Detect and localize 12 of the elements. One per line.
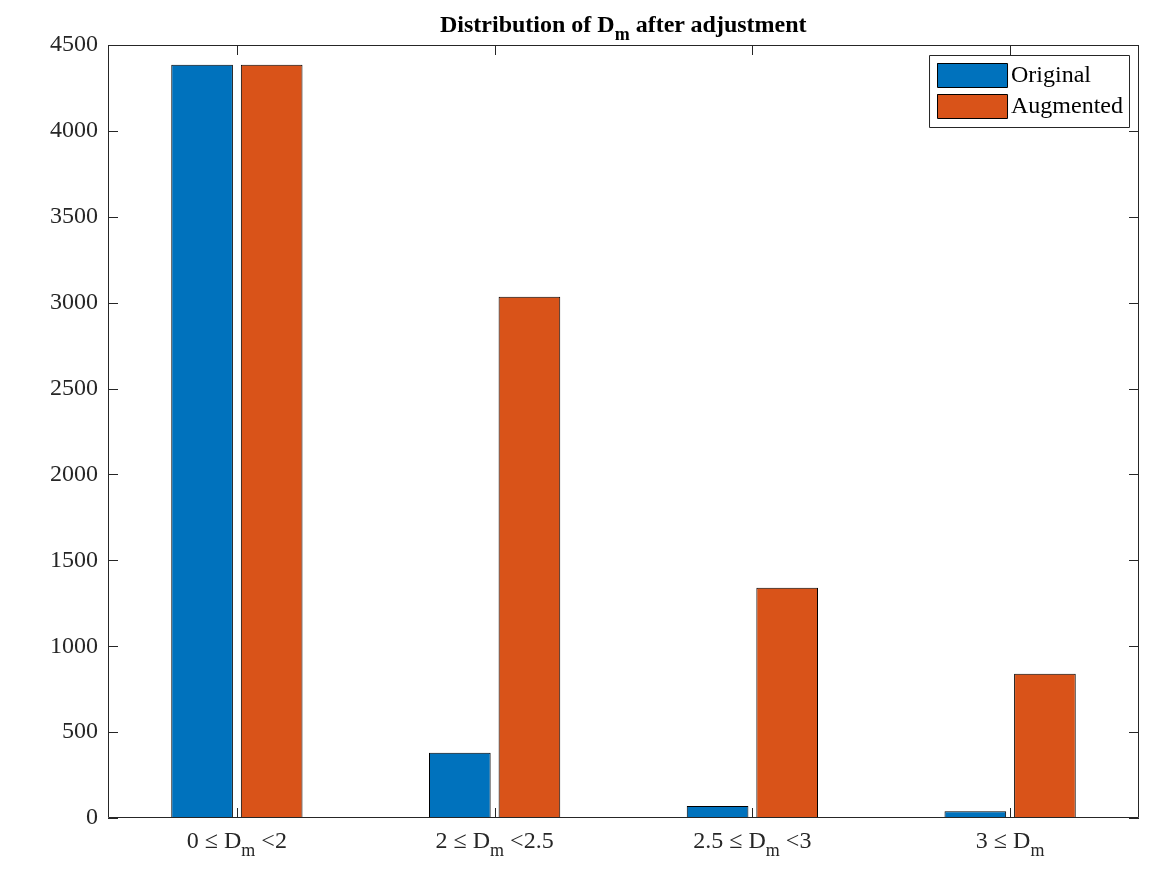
y-tick-label: 3500 — [50, 202, 98, 229]
y-tick-label: 1500 — [50, 545, 98, 572]
y-tick-label: 3000 — [50, 287, 98, 314]
y-tick-label: 4500 — [50, 30, 98, 57]
legend-label: Original — [1011, 61, 1092, 88]
y-tick-label: 500 — [62, 717, 98, 744]
y-tick-label: 1000 — [50, 631, 98, 658]
y-tick-label: 4000 — [50, 116, 98, 143]
y-tick-label: 2500 — [50, 373, 98, 400]
y-tick-label: 2000 — [50, 459, 98, 486]
legend-label: Augmented — [1011, 92, 1124, 119]
y-tick-label: 0 — [86, 803, 98, 830]
